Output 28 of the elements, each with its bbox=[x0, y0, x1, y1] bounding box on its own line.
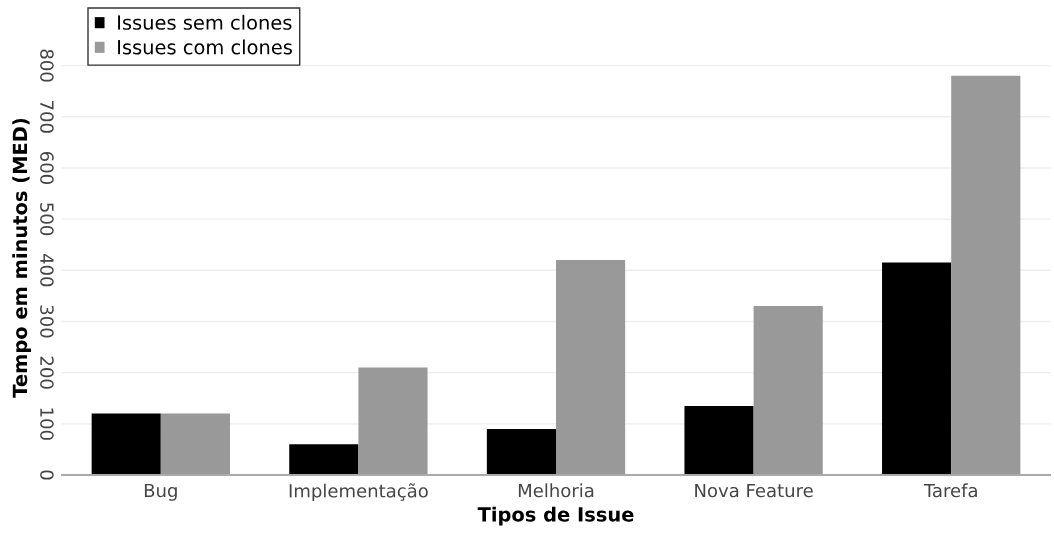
bar bbox=[882, 262, 952, 475]
bar bbox=[556, 260, 626, 475]
y-tick-label: 800 bbox=[40, 49, 54, 82]
y-tick-label: 300 bbox=[40, 305, 54, 338]
legend-label: Issues sem clones bbox=[118, 14, 292, 30]
bar bbox=[160, 413, 230, 475]
y-tick-label: 400 bbox=[40, 253, 54, 287]
y-tick-label: 0 bbox=[40, 470, 54, 480]
x-tick-label: Implementação bbox=[289, 483, 428, 502]
bar bbox=[358, 367, 428, 475]
x-tick-label: Tarefa bbox=[923, 483, 977, 498]
bar bbox=[951, 75, 1021, 475]
bar bbox=[289, 444, 359, 475]
y-axis-title: Tempo em minutos (MED) bbox=[12, 118, 32, 398]
x-tick-label: Nova Feature bbox=[695, 483, 813, 498]
bar bbox=[91, 413, 161, 475]
x-tick-label: Bug bbox=[144, 483, 177, 501]
y-tick-label: 100 bbox=[40, 408, 54, 440]
y-tick-label: 500 bbox=[40, 203, 54, 236]
bar bbox=[486, 428, 556, 475]
bar bbox=[753, 306, 823, 475]
y-tick-label: 200 bbox=[40, 356, 54, 389]
bar bbox=[684, 405, 754, 475]
x-tick-label: Melhoria bbox=[518, 483, 594, 498]
x-axis-title: Tipos de Issue bbox=[477, 506, 634, 526]
y-tick-label: 600 bbox=[40, 151, 54, 184]
legend-label: Issues com clones bbox=[118, 39, 292, 55]
y-tick-label: 700 bbox=[40, 101, 54, 133]
